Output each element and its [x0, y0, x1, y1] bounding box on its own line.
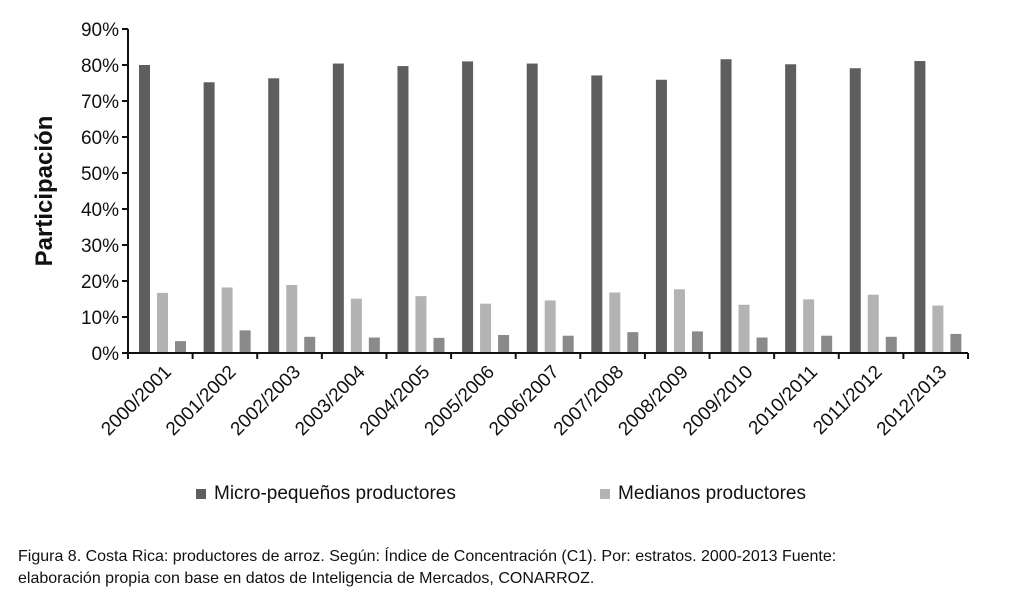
y-tick-label: 20%: [81, 272, 119, 293]
bar-series-1-2012-2013: [932, 305, 944, 353]
bar-series-1-2002-2003: [286, 284, 298, 353]
bar-series-0-2002-2003: [268, 78, 280, 353]
bar-series-2-2002-2003: [304, 336, 316, 353]
bar-series-2-2007-2008: [627, 332, 639, 353]
bar-series-1-2000-2001: [157, 292, 168, 353]
bar-series-2-2003-2004: [368, 337, 380, 353]
x-tick-labels: 2000/20012001/20022002/20032003/20042004…: [97, 361, 951, 440]
bar-series-2-2004-2005: [433, 337, 445, 353]
bar-series-1-2011-2012: [867, 294, 879, 353]
legend-item-medianos: Medianos productores: [600, 483, 806, 505]
caption-line-2: elaboración propia con base en datos de …: [18, 570, 595, 587]
bar-series-0-2008-2009: [655, 79, 667, 353]
bar-series-2-2005-2006: [498, 335, 510, 353]
bar-series-0-2010-2011: [785, 64, 797, 353]
bars-group: [139, 59, 962, 354]
y-tick-label: 80%: [81, 56, 119, 77]
bar-series-0-2005-2006: [462, 61, 474, 354]
y-tick-label: 90%: [81, 20, 119, 41]
bar-series-1-2010-2011: [803, 299, 815, 353]
bar-series-0-2004-2005: [397, 66, 409, 353]
y-tick-label: 70%: [81, 92, 119, 113]
legend-label: Medianos productores: [618, 483, 806, 504]
legend-swatch-medianos: [600, 489, 610, 499]
figure-caption: Figura 8. Costa Rica: productores de arr…: [18, 546, 1008, 590]
y-tick-label: 60%: [81, 128, 119, 149]
bar-series-1-2008-2009: [673, 289, 685, 353]
bar-series-0-2003-2004: [332, 63, 344, 354]
x-tick-label: 2009/2010: [679, 362, 757, 440]
bar-series-0-2006-2007: [526, 63, 538, 354]
y-tick-label: 10%: [81, 308, 119, 329]
bar-series-0-2009-2010: [720, 59, 732, 354]
bar-series-1-2004-2005: [415, 296, 427, 353]
x-tick-label: 2012/2013: [873, 362, 951, 440]
bar-series-1-2003-2004: [350, 298, 362, 353]
bar-series-2-2012-2013: [950, 333, 962, 353]
bar-series-2-2010-2011: [821, 335, 833, 353]
bar-series-0-2000-2001: [139, 65, 150, 353]
bar-series-1-2001-2002: [221, 287, 233, 353]
legend-label: Micro-pequeños productores: [214, 483, 456, 504]
legend: Micro-pequeños productores Medianos prod…: [0, 483, 1019, 507]
y-tick-label: 50%: [81, 164, 119, 185]
bar-series-0-2012-2013: [914, 61, 926, 353]
bar-series-0-2001-2002: [203, 82, 215, 353]
bar-series-2-2000-2001: [175, 341, 186, 353]
bar-series-0-2007-2008: [591, 75, 603, 353]
legend-swatch-micro-pequenos: [196, 489, 206, 499]
legend-item-micro-pequenos: Micro-pequeños productores: [196, 483, 456, 505]
bar-series-1-2009-2010: [738, 304, 750, 353]
bar-series-2-2008-2009: [691, 331, 703, 353]
bar-series-2-2006-2007: [562, 335, 574, 353]
y-tick-labels: 0% 10% 20% 30% 40% 50% 60% 70% 80% 90%: [81, 20, 119, 365]
y-axis-label: Participación: [31, 116, 58, 267]
bar-series-1-2006-2007: [544, 300, 556, 353]
x-tick-label: 2010/2011: [745, 362, 822, 439]
bar-series-2-2009-2010: [756, 337, 768, 353]
y-tick-label: 0%: [92, 344, 120, 365]
bar-chart: 0% 10% 20% 30% 40% 50% 60% 70% 80% 90% 2000/20012…: [31, 20, 969, 440]
caption-line-1: Figura 8. Costa Rica: productores de arr…: [18, 548, 837, 565]
bar-series-1-2005-2006: [480, 303, 492, 353]
bar-series-2-2001-2002: [239, 330, 251, 353]
y-tick-label: 30%: [81, 236, 119, 257]
bar-series-1-2007-2008: [609, 292, 621, 353]
bar-series-0-2011-2012: [849, 68, 861, 354]
bar-series-2-2011-2012: [885, 336, 897, 353]
y-tick-label: 40%: [81, 200, 119, 221]
axes-group: [122, 28, 969, 359]
